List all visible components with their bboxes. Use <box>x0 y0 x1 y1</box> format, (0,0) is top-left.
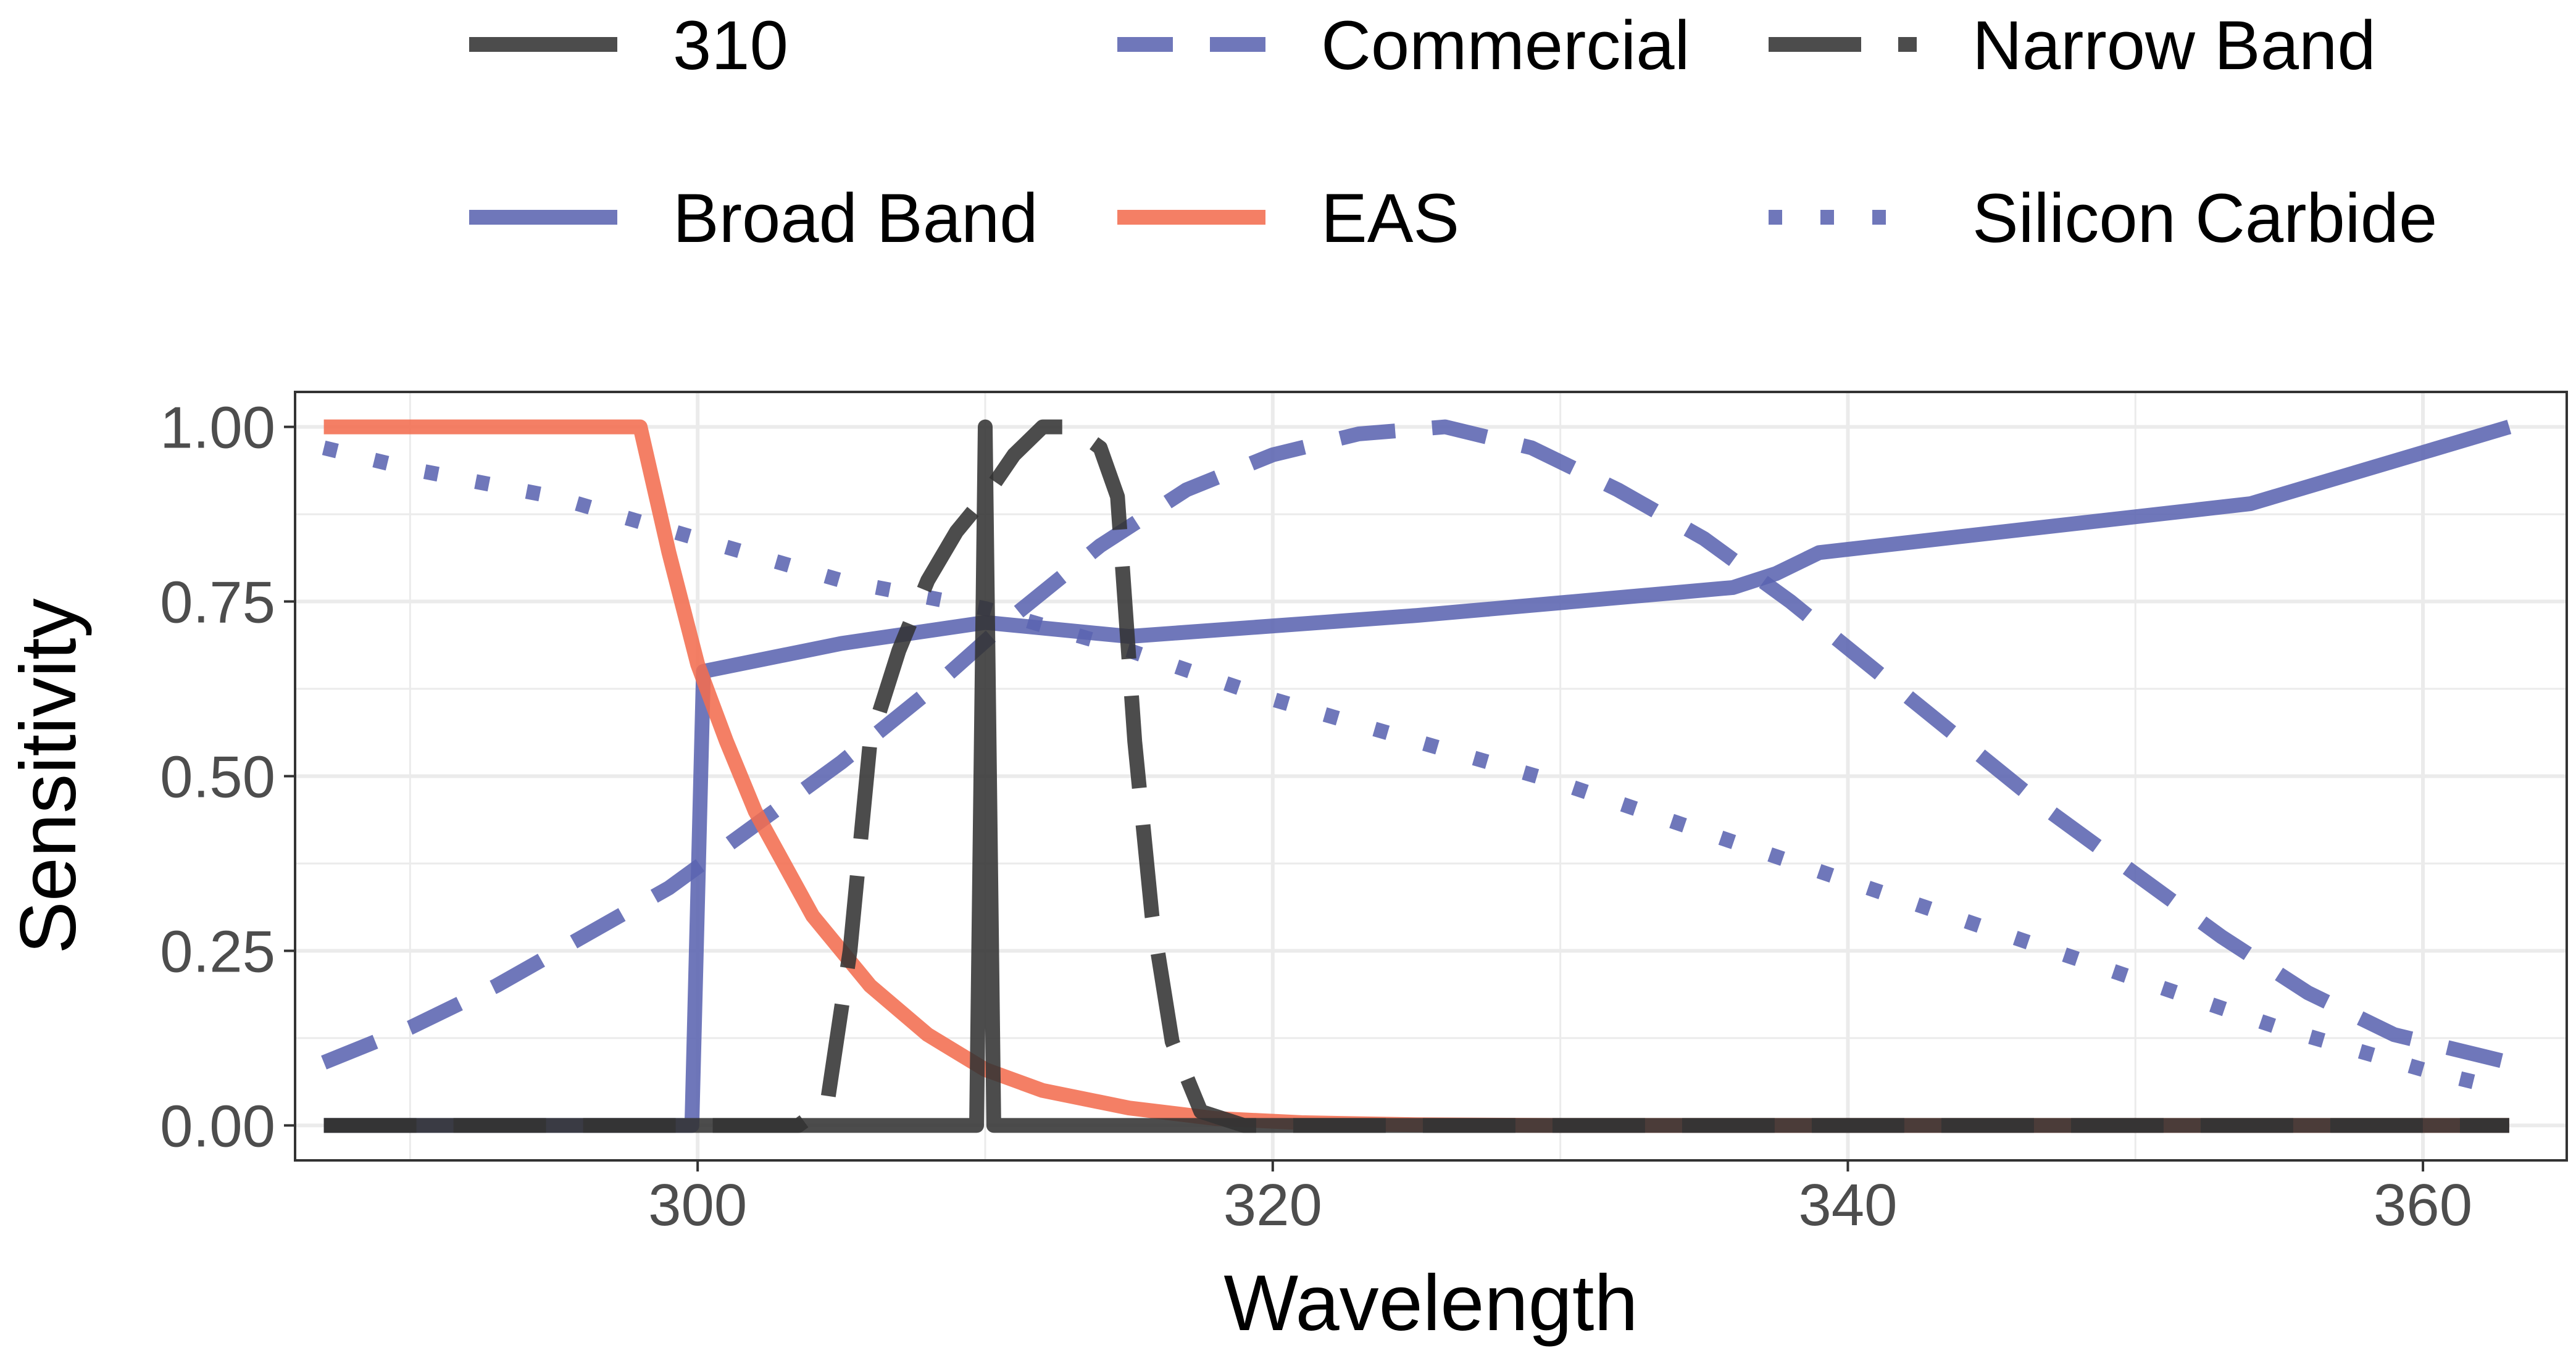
legend-item-commercial: Commercial <box>1117 7 1690 84</box>
legend-label: 310 <box>673 7 788 84</box>
series-line-narrow-band <box>323 419 2509 1133</box>
y-tick-label: 0.00 <box>160 1093 275 1159</box>
legend: 310 Commercial Narrow Band Broad Band EAS Sil… <box>469 7 2437 257</box>
x-axis-title: Wavelength <box>1223 1259 1638 1347</box>
y-axis: 0.00 0.25 0.50 0.75 1.00 <box>160 395 295 1159</box>
y-tick-label: 0.50 <box>160 744 275 810</box>
x-tick-label: 340 <box>1798 1172 1897 1238</box>
legend-item-narrow-band: Narrow Band <box>1769 7 2376 84</box>
series-line-310 <box>323 419 2509 1133</box>
legend-item-broad-band: Broad Band <box>469 180 1038 257</box>
grid-minor <box>295 392 2567 1160</box>
series-line-broad-band <box>323 420 2512 1133</box>
legend-label: Broad Band <box>673 180 1038 257</box>
legend-item-310: 310 <box>469 7 788 84</box>
legend-item-silicon-carbide: Silicon Carbide <box>1769 180 2437 257</box>
x-tick-label: 320 <box>1223 1172 1322 1238</box>
legend-label: Commercial <box>1321 7 1690 84</box>
y-tick-label: 0.25 <box>160 918 275 984</box>
x-tick-label: 360 <box>2374 1172 2472 1238</box>
y-tick-label: 1.00 <box>160 395 275 461</box>
plot-area <box>294 391 2568 1162</box>
legend-label: Narrow Band <box>1972 7 2376 84</box>
x-axis: 300 320 340 360 <box>648 1160 2472 1238</box>
legend-label: EAS <box>1321 180 1459 257</box>
legend-item-eas: EAS <box>1117 180 1459 257</box>
y-tick-label: 0.75 <box>160 570 275 636</box>
legend-label: Silicon Carbide <box>1972 180 2437 257</box>
y-axis-title: Sensitivity <box>4 598 93 954</box>
x-tick-label: 300 <box>648 1172 747 1238</box>
series-layer <box>321 419 2512 1133</box>
